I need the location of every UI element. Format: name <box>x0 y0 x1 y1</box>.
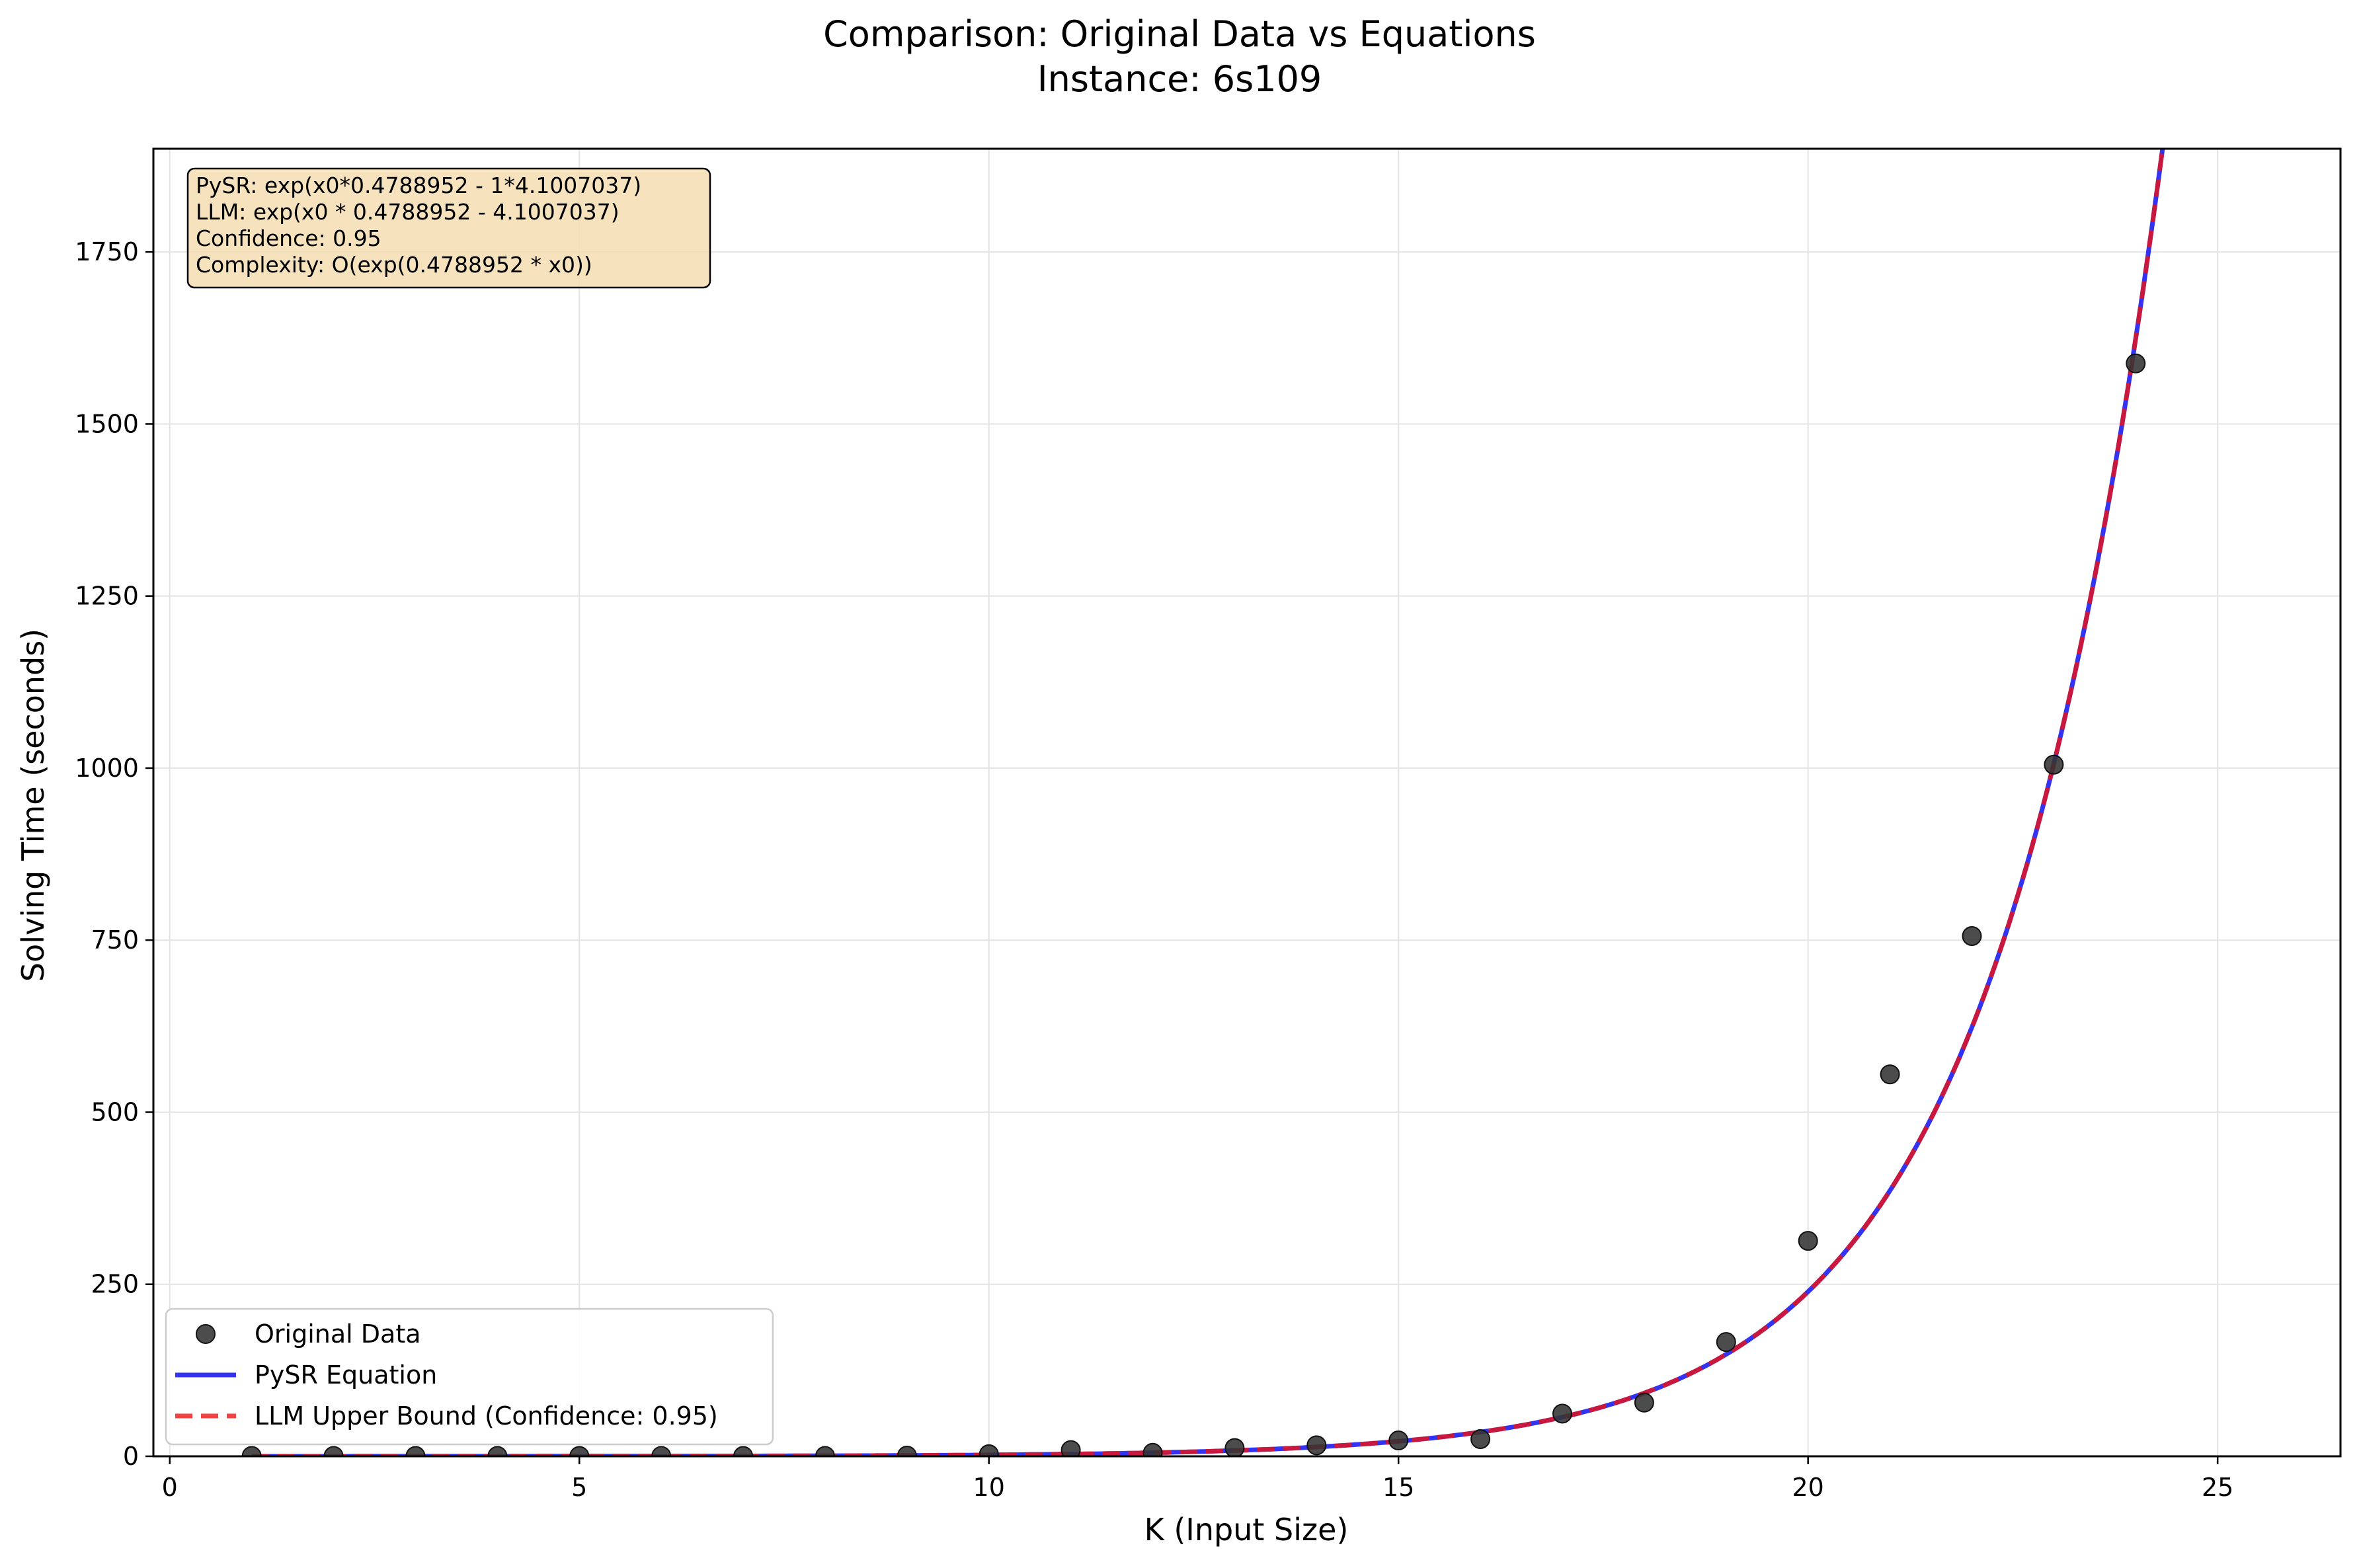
legend-frame <box>165 1308 774 1446</box>
annotation-background <box>186 167 711 289</box>
x-tick-label: 10 <box>973 1473 1005 1502</box>
annotation-line: PySR: exp(x0*0.4788952 - 1*4.1007037) <box>196 173 641 198</box>
y-axis-label: Solving Time (seconds) <box>15 629 51 982</box>
y-tick-label: 750 <box>91 925 139 955</box>
x-tick-label: 5 <box>571 1473 587 1502</box>
x-tick-label: 25 <box>2202 1473 2233 1502</box>
annotation-line: Confidence: 0.95 <box>196 225 381 251</box>
data-point <box>979 1444 999 1456</box>
annotation-box: PySR: exp(x0*0.4788952 - 1*4.1007037)LLM… <box>186 167 711 289</box>
legend-marker-scatter <box>196 1324 216 1344</box>
y-tick-label: 1000 <box>75 754 139 783</box>
legend-label: PySR Equation <box>255 1360 437 1390</box>
data-point <box>1880 1064 1900 1085</box>
data-point <box>1224 1438 1245 1456</box>
data-point <box>2126 353 2146 373</box>
x-axis-label: K (Input Size) <box>1144 1512 1349 1548</box>
legend-label: Original Data <box>255 1319 421 1349</box>
data-point <box>1962 925 1982 946</box>
y-tick-label: 500 <box>91 1097 139 1126</box>
chart-title: Comparison: Original Data vs Equations <box>823 13 1536 55</box>
plot-frame <box>152 147 2342 1458</box>
data-point <box>1552 1403 1572 1424</box>
y-tick-label: 0 <box>123 1442 139 1471</box>
x-axis-ticks: 0 5 10 15 20 25 <box>162 1456 2233 1502</box>
chart-subtitle: Instance: 6s109 <box>1037 58 1322 100</box>
legend-label: LLM Upper Bound (Confidence: 0.95) <box>255 1401 718 1431</box>
y-tick-label: 1750 <box>75 237 139 266</box>
x-tick-label: 20 <box>1792 1473 1824 1502</box>
data-point <box>1060 1440 1081 1456</box>
y-tick-label: 1250 <box>75 582 139 611</box>
legend: Original Data PySR Equation LLM Upper Boun… <box>165 1308 774 1446</box>
data-point <box>1306 1435 1327 1456</box>
y-tick-label: 250 <box>91 1270 139 1299</box>
annotation-line: LLM: exp(x0 * 0.4788952 - 4.1007037) <box>196 199 620 225</box>
y-axis-ticks: 0 250 500 750 1000 1250 1500 1750 <box>75 237 153 1471</box>
data-point <box>1634 1392 1654 1413</box>
x-tick-label: 0 <box>162 1473 178 1502</box>
annotation-line: Complexity: O(exp(0.4788952 * x0)) <box>196 252 592 278</box>
y-tick-label: 1500 <box>75 409 139 438</box>
data-point <box>1142 1442 1163 1456</box>
data-point <box>1716 1332 1736 1352</box>
data-point <box>2044 754 2064 775</box>
data-point <box>1798 1231 1818 1251</box>
data-point <box>1388 1431 1409 1451</box>
data-point <box>1470 1429 1491 1449</box>
x-tick-label: 15 <box>1382 1473 1414 1502</box>
